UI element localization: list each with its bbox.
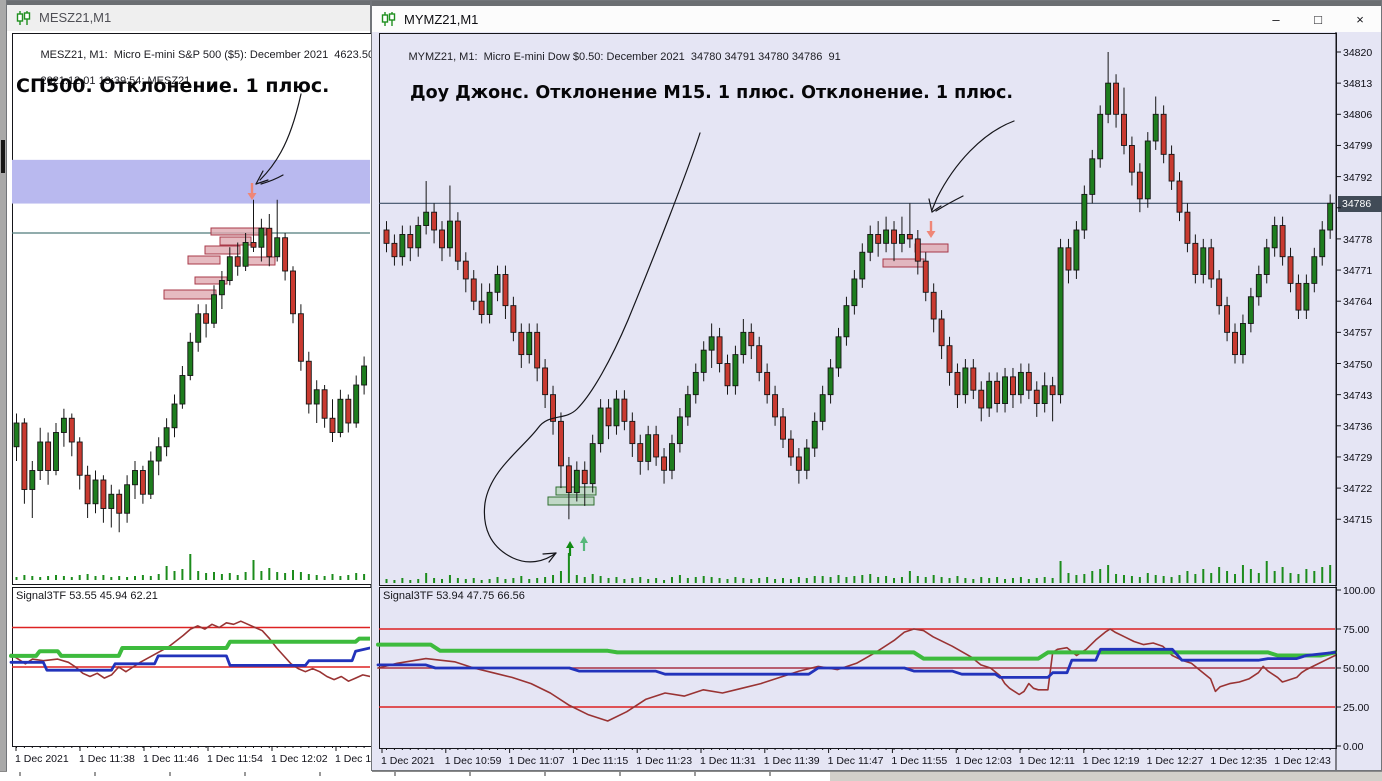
indicator-scale-label: 0.00 bbox=[1343, 741, 1364, 753]
background-window-dark-block bbox=[1, 140, 5, 173]
background-bottom-strip bbox=[0, 771, 1382, 781]
chart-annotation-text: СП500. Отклонение. 1 плюс. bbox=[16, 75, 330, 97]
time-label: 1 Dec 11:31 bbox=[700, 755, 756, 767]
window-mymz21[interactable]: MYMZ21,M1 – □ × MYMZ21, M1: Micro E-mini… bbox=[371, 0, 1382, 771]
time-label: 1 Dec 11:38 bbox=[79, 753, 135, 765]
current-price-tag: 34786 bbox=[1338, 196, 1382, 213]
price-label: 34743 bbox=[1343, 389, 1373, 402]
time-label: 1 Dec 12:03 bbox=[955, 755, 1012, 767]
time-label: 1 Dec 10:59 bbox=[444, 755, 502, 767]
chart-header: MYMZ21, M1: Micro E-mini Dow $0.50: Dece… bbox=[408, 51, 841, 63]
chart-annotation-text: Доу Джонс. Отклонение М15. 1 плюс. Откло… bbox=[410, 83, 1014, 103]
indicator-label: Signal3TF 53.55 45.94 62.21 bbox=[16, 590, 158, 602]
time-label: 1 Dec 12:11 bbox=[1019, 755, 1075, 767]
price-label: 34771 bbox=[1343, 265, 1373, 278]
indicator-scale-label: 75.00 bbox=[1343, 624, 1370, 636]
price-label: 34799 bbox=[1343, 140, 1373, 153]
window-top-edge bbox=[7, 1, 370, 5]
close-button[interactable]: × bbox=[1356, 11, 1364, 27]
time-axis[interactable]: 1 Dec 2021 1 Dec 10:59 1 Dec 11:07 1 Dec 11… bbox=[379, 749, 1337, 772]
time-label: 1 Dec 12:02 bbox=[271, 753, 328, 765]
titlebar-mesz21[interactable]: MESZ21,M1 bbox=[7, 5, 370, 30]
titlebar-mymz21[interactable]: MYMZ21,M1 – □ × bbox=[372, 6, 1381, 32]
price-label: 34729 bbox=[1343, 451, 1373, 464]
indicator-frame[interactable] bbox=[379, 587, 1337, 749]
time-label: 1 Dec 11:15 bbox=[572, 755, 629, 767]
time-label: 1 Dec 11:54 bbox=[207, 753, 263, 765]
minimize-button[interactable]: – bbox=[1272, 11, 1280, 27]
indicator-frame[interactable] bbox=[12, 587, 372, 747]
time-label: 1 Dec 12:43 bbox=[1274, 755, 1331, 767]
price-label: 34792 bbox=[1343, 171, 1373, 184]
maximize-button[interactable]: □ bbox=[1314, 11, 1322, 27]
indicator-scale-label: 100.00 bbox=[1343, 585, 1376, 597]
indicator-scale-label: 50.00 bbox=[1343, 663, 1370, 675]
chart-client-area[interactable]: MESZ21, M1: Micro E-mini S&P 500 ($5): D… bbox=[7, 31, 460, 772]
time-label: 1 Dec 11:39 bbox=[763, 755, 820, 767]
time-label: 1 Dec 12:19 bbox=[1082, 755, 1140, 767]
time-label: 1 Dec 2021 bbox=[381, 755, 435, 767]
time-label: 1 Dec 12:27 bbox=[1146, 755, 1204, 767]
price-label: 34736 bbox=[1343, 420, 1373, 433]
time-label: 1 Dec 11:07 bbox=[508, 755, 565, 767]
chart-window-icon bbox=[15, 10, 31, 25]
price-label: 34715 bbox=[1343, 514, 1373, 527]
window-mesz21[interactable]: MESZ21,M1 MESZ21, M1: Micro E-mini S&P 5… bbox=[6, 0, 460, 772]
price-label: 34764 bbox=[1343, 296, 1373, 309]
background-bottom-strip-right bbox=[830, 772, 1382, 781]
price-label: 34757 bbox=[1343, 327, 1373, 340]
background-window-edge bbox=[0, 0, 6, 781]
indicator-label: Signal3TF 53.94 47.75 66.56 bbox=[383, 590, 525, 602]
window-title: MYMZ21,M1 bbox=[404, 11, 479, 27]
price-label: 34778 bbox=[1343, 233, 1373, 246]
price-label: 34722 bbox=[1343, 483, 1373, 496]
time-label: 1 Dec 12:35 bbox=[1210, 755, 1268, 767]
time-axis[interactable]: 1 Dec 2021 1 Dec 11:38 1 Dec 11:46 1 Dec 11… bbox=[7, 747, 392, 772]
window-title: MESZ21,M1 bbox=[39, 10, 112, 25]
time-label: 1 Dec 11:46 bbox=[143, 753, 199, 765]
window-top-edge bbox=[372, 1, 1381, 6]
main-chart-frame[interactable] bbox=[379, 33, 1337, 586]
chart-window-icon bbox=[380, 12, 396, 26]
price-label: 34806 bbox=[1343, 109, 1373, 122]
time-label: 1 Dec 11:55 bbox=[891, 755, 948, 767]
indicator-scale-label: 25.00 bbox=[1343, 702, 1370, 714]
time-label: 1 Dec 11:47 bbox=[827, 755, 884, 767]
price-label: 34820 bbox=[1343, 47, 1373, 59]
indicator-scale: 100.00 75.00 50.00 25.00 0.00 bbox=[1337, 32, 1382, 772]
price-label: 34813 bbox=[1343, 78, 1373, 91]
time-label: 1 Dec 2021 bbox=[15, 753, 69, 765]
chart-client-area[interactable]: MYMZ21, M1: Micro E-mini Dow $0.50: Dece… bbox=[372, 32, 1382, 772]
main-chart-frame[interactable] bbox=[12, 33, 372, 585]
price-label: 34750 bbox=[1343, 358, 1373, 371]
time-label: 1 Dec 11:23 bbox=[636, 755, 693, 767]
